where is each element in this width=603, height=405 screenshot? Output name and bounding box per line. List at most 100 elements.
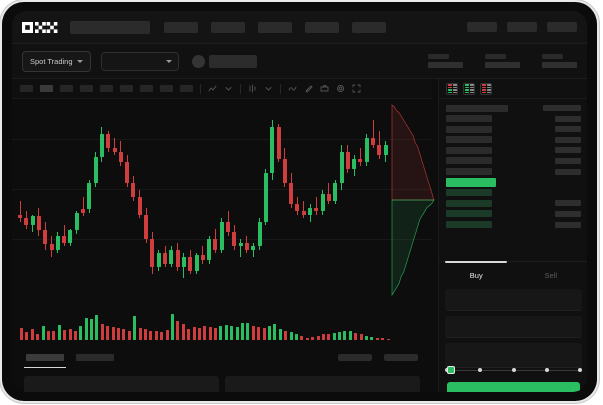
volume-bar <box>311 337 315 340</box>
slider-track[interactable] <box>445 365 582 374</box>
volume-bar <box>284 330 288 340</box>
volume-bar <box>95 314 99 340</box>
volume-bar <box>321 334 325 340</box>
orderbook-bid-row[interactable] <box>446 221 581 229</box>
volume-bar <box>219 326 223 340</box>
slider-step-5[interactable] <box>578 367 582 372</box>
order-field-1[interactable] <box>445 289 582 311</box>
amount-slider[interactable] <box>439 363 587 377</box>
search-input[interactable] <box>70 20 150 34</box>
timeframe-5[interactable] <box>100 85 113 92</box>
volume-bar <box>111 327 115 340</box>
volume-bar <box>149 330 153 340</box>
nav-item-4[interactable] <box>305 21 339 33</box>
slider-step-3[interactable] <box>511 367 516 372</box>
tab-sell[interactable]: Sell <box>544 270 557 280</box>
timeframe-3[interactable] <box>60 85 73 92</box>
timeframe-2[interactable] <box>40 85 53 92</box>
volume-bar <box>127 330 131 340</box>
pencil-icon[interactable] <box>304 84 313 93</box>
timeframe-1[interactable] <box>20 85 33 92</box>
order-form <box>439 289 587 373</box>
orderbook-ask-row[interactable] <box>446 136 581 144</box>
timeframe-4[interactable] <box>80 85 93 92</box>
volume-bar <box>84 317 88 340</box>
volume-bar <box>165 329 169 340</box>
timeframe-7[interactable] <box>140 85 153 92</box>
tab-buy[interactable]: Buy <box>439 261 514 288</box>
chart-type-icon[interactable] <box>248 84 257 93</box>
last-price <box>208 54 257 68</box>
timeframe-9[interactable] <box>180 85 193 92</box>
chevron-down-icon <box>76 59 83 63</box>
volume-bar <box>138 327 142 340</box>
depth-asks-area <box>391 104 435 201</box>
slider-step-2[interactable] <box>478 367 483 372</box>
orderbook-header-row[interactable] <box>446 104 581 112</box>
camera-icon[interactable] <box>320 84 329 93</box>
nav-right-2[interactable] <box>507 22 537 32</box>
nav-item-1[interactable] <box>164 21 198 33</box>
nav-item-2[interactable] <box>211 21 245 33</box>
volume-bar <box>117 327 121 340</box>
slider-step-4[interactable] <box>544 367 549 372</box>
market-mode-dropdown[interactable]: Spot Trading <box>22 50 91 72</box>
orderbook-ask-row[interactable] <box>446 146 581 154</box>
volume-bar <box>52 330 56 340</box>
volume-bar <box>343 330 347 340</box>
orderbook-view-toggles <box>439 79 587 99</box>
nav-item-5[interactable] <box>352 21 386 33</box>
volume-bar <box>381 338 385 340</box>
orderbook-bid-row[interactable] <box>446 189 581 197</box>
chevron-down-icon[interactable] <box>264 84 273 93</box>
device-frame: Spot Trading <box>2 2 597 401</box>
order-field-2[interactable] <box>445 316 582 338</box>
stat-1-label <box>428 54 449 59</box>
timeframe-6[interactable] <box>120 85 133 92</box>
orderbook-bids-icon[interactable] <box>463 82 475 95</box>
orderbook-asks-icon[interactable] <box>480 82 492 95</box>
volume-bar <box>122 329 126 340</box>
fullscreen-icon[interactable] <box>352 84 361 93</box>
orderbook-ask-row[interactable] <box>446 168 581 176</box>
volume-bar <box>214 327 218 340</box>
volume-bar <box>197 328 201 340</box>
nav-right-3[interactable] <box>547 22 577 32</box>
volume-bar <box>181 324 185 340</box>
volume-bar <box>262 328 266 340</box>
volume-bar <box>176 321 180 340</box>
okx-logo[interactable] <box>22 21 58 33</box>
orders-tab-1[interactable] <box>24 354 66 368</box>
orders-action-2[interactable] <box>384 354 418 361</box>
orders-panels <box>12 376 432 392</box>
volume-bar <box>257 327 261 340</box>
submit-order-button[interactable] <box>447 382 580 392</box>
orderbook-bid-row[interactable] <box>446 210 581 218</box>
market-stats <box>428 54 577 68</box>
nav-right-1[interactable] <box>467 22 497 32</box>
line-chart-icon[interactable] <box>288 84 297 93</box>
volume-bar <box>354 332 358 340</box>
orderbook-both-icon[interactable] <box>446 82 458 95</box>
indicators-icon[interactable] <box>208 84 217 93</box>
settings-icon[interactable] <box>336 84 345 93</box>
orders-panel-2 <box>225 376 420 392</box>
candlestick-chart[interactable] <box>12 99 432 302</box>
trading-pair-select[interactable] <box>100 51 179 71</box>
stat-2 <box>485 54 520 68</box>
orderbook-bid-row[interactable] <box>446 199 581 207</box>
volume-bar <box>386 338 390 340</box>
orders-tab-2[interactable] <box>76 354 114 361</box>
stat-3-value <box>542 62 577 68</box>
volume-bar <box>36 333 40 340</box>
chevron-down-icon[interactable] <box>224 84 233 93</box>
orders-action-1[interactable] <box>338 354 372 361</box>
orderbook-ask-row[interactable] <box>446 125 581 133</box>
volume-bar <box>224 324 228 340</box>
nav-item-3[interactable] <box>258 21 292 33</box>
timeframe-8[interactable] <box>160 85 173 92</box>
orderbook-ask-row[interactable] <box>446 157 581 165</box>
volume-bar <box>187 329 191 340</box>
orderbook-ask-row[interactable] <box>446 115 581 123</box>
slider-handle[interactable] <box>447 365 455 374</box>
